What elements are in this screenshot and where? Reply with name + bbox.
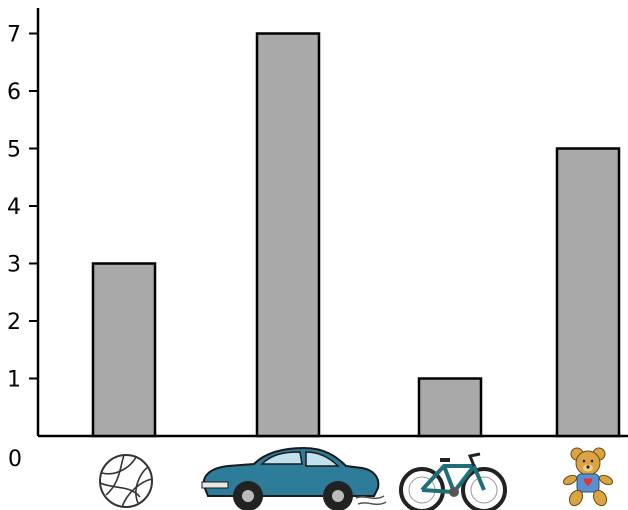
volleyball-icon: [99, 454, 153, 508]
bar-bicycle: [417, 377, 483, 438]
y-tick-label: 7: [7, 23, 21, 48]
y-tick-label: 2: [7, 310, 21, 335]
bars: [91, 32, 621, 438]
bar-teddy-bear: [555, 147, 621, 438]
y-tick-label: 6: [7, 80, 21, 105]
y-axis-ticks: 0 1 2 3 4 5 6 7: [7, 23, 38, 472]
y-tick-label: 5: [7, 138, 21, 163]
category-icons: [99, 446, 614, 510]
teddy-bear-icon: [562, 447, 614, 507]
y-tick-label: 1: [7, 368, 21, 393]
bicycle-icon: [399, 452, 507, 510]
bar-car: [255, 32, 321, 438]
y-tick-label: 4: [7, 195, 21, 220]
bar-volleyball: [91, 262, 157, 438]
y-tick-label: 0: [8, 447, 22, 472]
car-icon: [201, 446, 387, 510]
y-tick-label: 3: [7, 253, 21, 278]
